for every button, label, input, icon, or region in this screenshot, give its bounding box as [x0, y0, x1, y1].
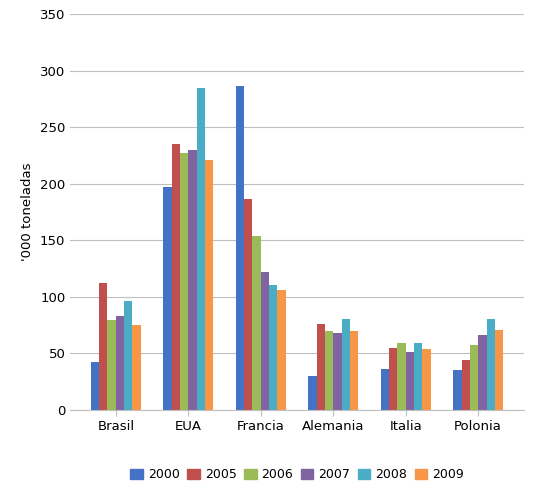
- Legend: 2000, 2005, 2006, 2007, 2008, 2009: 2000, 2005, 2006, 2007, 2008, 2009: [125, 463, 469, 482]
- Bar: [342, 320, 350, 410]
- Bar: [389, 348, 397, 410]
- Bar: [236, 86, 244, 410]
- Bar: [91, 362, 99, 410]
- Y-axis label: '000 toneladas: '000 toneladas: [22, 163, 35, 261]
- Bar: [205, 160, 213, 410]
- Bar: [316, 324, 325, 410]
- Bar: [308, 376, 316, 410]
- Bar: [244, 199, 252, 410]
- Bar: [252, 236, 261, 410]
- Bar: [325, 331, 333, 410]
- Bar: [333, 333, 342, 410]
- Bar: [261, 272, 269, 410]
- Bar: [381, 369, 389, 410]
- Bar: [197, 88, 205, 410]
- Bar: [180, 153, 188, 410]
- Bar: [132, 325, 141, 410]
- Bar: [478, 335, 487, 410]
- Bar: [422, 348, 431, 410]
- Bar: [124, 301, 132, 410]
- Bar: [470, 345, 478, 410]
- Bar: [188, 150, 197, 410]
- Bar: [99, 283, 107, 410]
- Bar: [406, 352, 414, 410]
- Bar: [107, 321, 116, 410]
- Bar: [163, 187, 172, 410]
- Bar: [172, 144, 180, 410]
- Bar: [269, 285, 278, 410]
- Bar: [397, 343, 406, 410]
- Bar: [495, 330, 503, 410]
- Bar: [462, 360, 470, 410]
- Bar: [350, 331, 358, 410]
- Bar: [278, 290, 286, 410]
- Bar: [414, 343, 422, 410]
- Bar: [487, 320, 495, 410]
- Bar: [453, 370, 462, 410]
- Bar: [116, 316, 124, 410]
